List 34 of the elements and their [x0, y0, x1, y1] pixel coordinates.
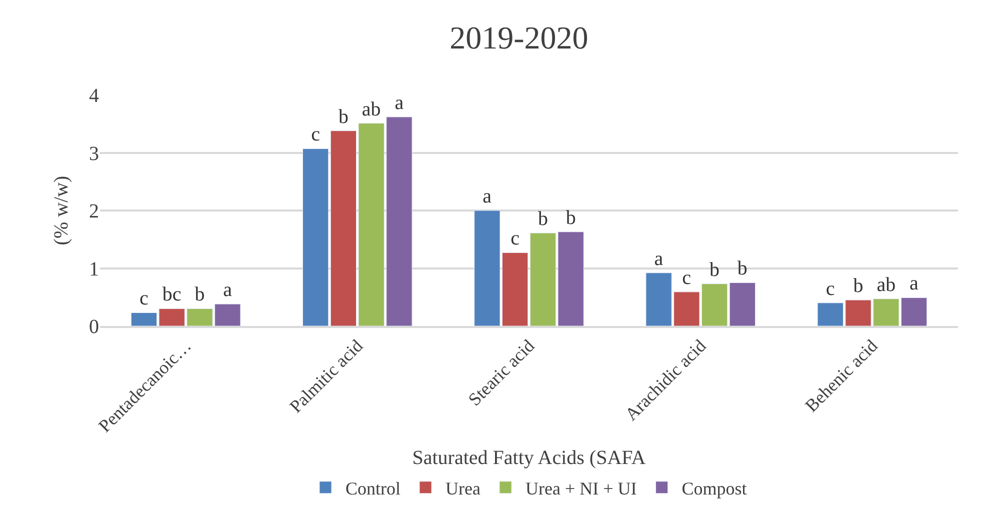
data-label: ab: [876, 274, 896, 296]
data-label: a: [910, 272, 919, 295]
legend-label: Compost: [682, 478, 747, 498]
data-label: b: [566, 206, 576, 229]
y-tick-label: 2: [89, 200, 99, 222]
data-label: ab: [362, 98, 381, 120]
data-label: c: [510, 228, 520, 250]
data-label: a: [394, 92, 404, 114]
data-label: b: [710, 258, 720, 281]
bar: [302, 148, 329, 326]
legend-label: Urea: [446, 478, 480, 498]
data-label: b: [538, 208, 548, 230]
y-tick-label: 3: [89, 142, 99, 165]
bar: [729, 282, 756, 326]
data-label: b: [194, 284, 205, 306]
data-label: b: [737, 258, 748, 280]
y-tick-label: 1: [89, 258, 99, 280]
data-label: c: [311, 124, 320, 146]
data-label: b: [853, 275, 864, 298]
data-label: c: [826, 278, 835, 300]
x-axis-title: Saturated Fatty Acids (SAFA: [412, 447, 646, 470]
y-axis-title: (% w/w): [50, 176, 72, 246]
y-tick-label: 4: [89, 85, 99, 107]
chart-title: 2019-2020: [450, 19, 588, 56]
legend-label: Control: [346, 478, 401, 498]
data-label: c: [139, 288, 148, 310]
data-label: a: [654, 248, 664, 270]
data-label: a: [482, 186, 492, 208]
y-tick-label: 0: [89, 316, 99, 338]
data-label: a: [223, 279, 232, 302]
data-label: b: [338, 106, 348, 128]
data-label: c: [682, 266, 692, 289]
data-label: bc: [162, 284, 182, 306]
legend-label: Urea + NI + UI: [526, 478, 637, 498]
